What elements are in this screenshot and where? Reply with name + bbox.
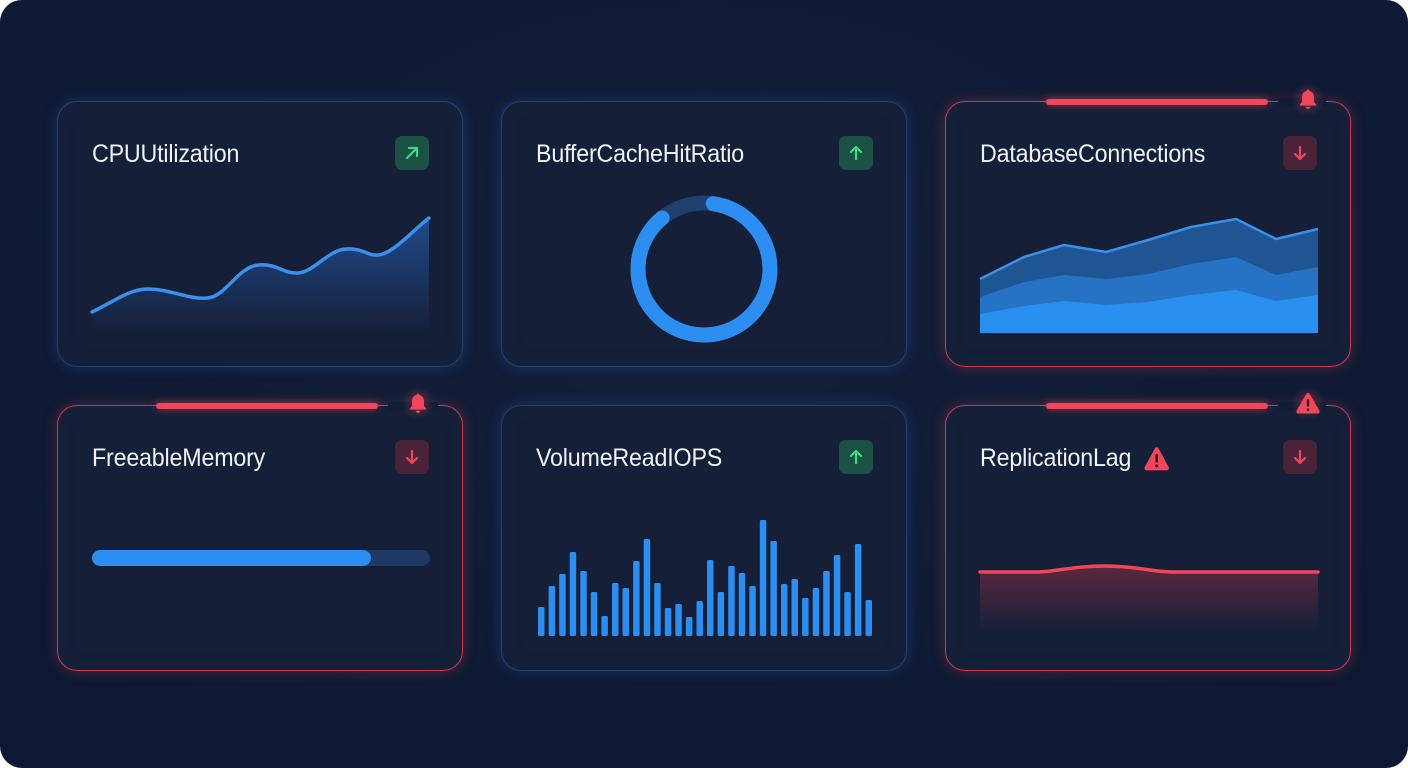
iops-bar	[654, 583, 661, 636]
iops-bar	[865, 600, 872, 636]
card-title: ReplicationLag	[980, 444, 1170, 473]
metric-card-freeable-memory[interactable]: FreeableMemory	[57, 386, 463, 671]
arrow-up-icon	[849, 449, 863, 465]
iops-bar	[612, 583, 619, 636]
iops-bar	[590, 592, 598, 636]
arrow-up-icon	[849, 145, 863, 161]
card-title-text: VolumeReadIOPS	[536, 444, 723, 472]
card-title: CPUUtilization	[92, 140, 239, 169]
iops-bar	[759, 520, 767, 636]
iops-bar	[738, 573, 746, 636]
iops-bar	[717, 592, 725, 636]
arrow-up-right-icon	[405, 146, 419, 160]
trend-indicator-up[interactable]	[839, 136, 873, 170]
card-title-text: CPUUtilization	[92, 140, 240, 168]
bell-icon	[1299, 89, 1317, 109]
arrow-down-icon	[1293, 449, 1307, 465]
iops-bar	[844, 592, 851, 636]
iops-bar	[643, 539, 651, 636]
card-title-text: BufferCacheHitRatio	[536, 140, 744, 168]
card-title: VolumeReadIOPS	[536, 444, 722, 473]
metric-card-replication-lag[interactable]: ReplicationLag	[945, 386, 1351, 671]
trend-indicator-up[interactable]	[839, 440, 873, 474]
card-title-text: ReplicationLag	[980, 444, 1132, 472]
card-title-text: FreeableMemory	[92, 444, 266, 472]
iops-bar	[802, 598, 809, 636]
stacked-area-chart	[979, 217, 1319, 333]
arrow-down-icon	[405, 449, 419, 465]
alarm-strip	[1046, 99, 1268, 105]
alarm-badge[interactable]	[1291, 82, 1325, 116]
warning-triangle-icon	[1144, 447, 1169, 471]
card-title-text: DatabaseConnections	[980, 140, 1206, 168]
iops-bar	[696, 601, 703, 636]
cpu-area-chart	[90, 216, 431, 332]
card-title: FreeableMemory	[92, 444, 265, 473]
bell-icon	[409, 393, 427, 413]
iops-bar	[812, 588, 820, 636]
warning-triangle-icon	[1296, 393, 1320, 414]
replication-lag-chart	[978, 564, 1320, 631]
metric-card-buffer-cache-hit-ratio[interactable]: BufferCacheHitRatio	[501, 101, 907, 367]
iops-bar	[633, 561, 640, 636]
metric-card-database-connections[interactable]: DatabaseConnections	[945, 82, 1351, 367]
iops-bar-chart	[538, 520, 872, 636]
donut-chart	[630, 195, 778, 343]
iops-bar	[749, 586, 756, 636]
iops-bar	[728, 566, 735, 636]
iops-bar	[548, 586, 556, 636]
iops-bar	[569, 552, 577, 636]
arrow-down-icon	[1293, 145, 1307, 161]
trend-indicator-down[interactable]	[1283, 136, 1317, 170]
trend-indicator-up-right[interactable]	[395, 136, 429, 170]
iops-bar	[854, 544, 862, 636]
card-title: DatabaseConnections	[980, 140, 1205, 169]
alarm-badge[interactable]	[401, 386, 435, 420]
metric-card-volume-read-iops[interactable]: VolumeReadIOPS	[501, 405, 907, 671]
iops-bar	[622, 588, 629, 636]
alarm-strip	[156, 403, 378, 409]
trend-indicator-down[interactable]	[1283, 440, 1317, 474]
iops-bar	[791, 579, 798, 636]
iops-bar	[559, 574, 566, 636]
iops-bar	[664, 608, 672, 636]
iops-bar	[823, 571, 830, 636]
iops-bar	[675, 604, 682, 636]
card-title: BufferCacheHitRatio	[536, 140, 744, 169]
iops-bar	[685, 617, 693, 636]
iops-bar	[781, 584, 788, 636]
iops-bar	[601, 616, 608, 636]
iops-bar	[833, 555, 841, 636]
iops-bar	[707, 560, 714, 636]
iops-bar	[538, 607, 545, 636]
memory-progress-bar	[92, 550, 430, 566]
iops-bar	[580, 571, 587, 636]
warning-strip	[1046, 403, 1268, 409]
metric-card-cpu-utilization[interactable]: CPUUtilization	[57, 101, 463, 367]
iops-bar	[770, 541, 777, 636]
warning-badge[interactable]	[1291, 386, 1325, 420]
trend-indicator-down[interactable]	[395, 440, 429, 474]
